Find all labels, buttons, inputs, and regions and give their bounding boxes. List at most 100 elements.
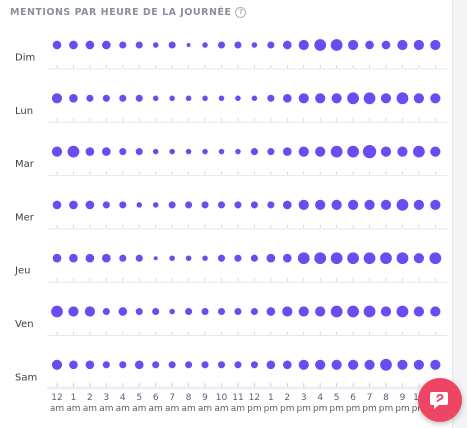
x-tick-hour: 6 xyxy=(350,393,356,403)
dot-lun-3am xyxy=(102,94,110,102)
dot-jeu-10pm xyxy=(413,253,424,264)
dot-ven-4pm xyxy=(315,306,326,317)
scrollbar-track[interactable] xyxy=(452,0,467,428)
dot-mar-2am xyxy=(85,147,95,156)
dot-jeu-5pm xyxy=(330,252,343,265)
dot-dim-1am xyxy=(69,40,78,50)
dot-dim-4am xyxy=(119,41,127,49)
dot-dim-8pm xyxy=(381,40,391,50)
dot-mar-6am xyxy=(152,148,159,155)
dot-sam-1am xyxy=(69,360,78,370)
dot-sam-4pm xyxy=(315,359,326,370)
dot-ven-8am xyxy=(185,307,193,316)
dot-mer-2pm xyxy=(282,200,292,210)
dot-jeu-9pm xyxy=(396,252,409,265)
x-tick-period: pm xyxy=(313,404,327,414)
dot-sam-6pm xyxy=(348,359,359,370)
dot-mar-4pm xyxy=(315,146,326,157)
dot-sam-11am xyxy=(234,361,242,369)
dot-mar-5pm xyxy=(330,145,343,158)
dot-lun-1am xyxy=(69,93,78,103)
dot-ven-9pm xyxy=(396,305,409,318)
dot-ven-9am xyxy=(201,307,209,316)
dot-mer-7pm xyxy=(364,199,375,210)
x-tick-period: pm xyxy=(280,404,294,414)
dot-mer-1am xyxy=(69,200,78,210)
dot-sam-11pm xyxy=(430,359,441,370)
dot-jeu-7am xyxy=(169,255,175,261)
dot-jeu-2pm xyxy=(282,253,292,263)
dot-ven-5pm xyxy=(330,305,343,318)
dot-sam-7am xyxy=(168,361,176,369)
dot-mer-2am xyxy=(85,200,95,210)
dot-mer-5pm xyxy=(331,199,342,210)
mentions-heatmap: DimLunMarMerJeuVenSam12am1am2am3am4am5am… xyxy=(14,39,447,414)
x-tick-hour: 1 xyxy=(268,393,274,403)
dot-sam-9am xyxy=(201,361,209,369)
dot-mer-11am xyxy=(234,201,242,209)
x-tick-period: am xyxy=(132,404,146,414)
dot-sam-2am xyxy=(85,360,95,370)
dot-lun-10am xyxy=(218,95,225,102)
dot-dim-12pm xyxy=(251,42,258,48)
dot-lun-4am xyxy=(119,94,127,102)
x-tick-hour: 12 xyxy=(51,393,62,403)
x-tick-period: pm xyxy=(247,404,261,414)
x-tick-hour: 3 xyxy=(301,393,307,403)
dot-jeu-1pm xyxy=(266,253,276,263)
dot-sam-9pm xyxy=(397,359,408,370)
dot-jeu-11am xyxy=(234,254,242,262)
x-tick-hour: 12 xyxy=(249,393,260,403)
row-label-ven: Ven xyxy=(15,319,34,330)
dot-jeu-3pm xyxy=(297,252,310,265)
x-tick-hour: 5 xyxy=(334,393,340,403)
dot-sam-10am xyxy=(217,361,226,369)
dot-dim-10am xyxy=(217,41,226,49)
dot-jeu-2am xyxy=(85,253,95,263)
dot-dim-4pm xyxy=(314,39,327,51)
dot-jeu-12pm xyxy=(250,254,258,262)
x-tick-hour: 4 xyxy=(317,393,323,403)
dot-jeu-12am xyxy=(52,253,62,263)
dot-mer-9pm xyxy=(396,199,409,211)
x-tick-hour: 7 xyxy=(169,393,175,403)
dot-dim-9pm xyxy=(397,39,408,51)
dot-ven-8pm xyxy=(380,306,392,317)
dot-ven-3pm xyxy=(298,306,309,317)
dot-mar-9am xyxy=(202,148,208,155)
dot-ven-2pm xyxy=(282,306,293,317)
dot-ven-12pm xyxy=(250,307,258,316)
dot-lun-6pm xyxy=(347,92,359,105)
dot-mar-10pm xyxy=(413,145,425,158)
x-tick-period: pm xyxy=(297,404,311,414)
dot-dim-11pm xyxy=(430,39,441,51)
dot-ven-7pm xyxy=(363,305,376,318)
help-icon[interactable]: ? xyxy=(235,6,247,18)
dot-sam-3am xyxy=(102,361,110,369)
x-tick-period: pm xyxy=(395,404,409,414)
dot-dim-10pm xyxy=(413,39,424,51)
x-tick-hour: 8 xyxy=(383,393,389,403)
dot-ven-10pm xyxy=(413,306,424,317)
x-tick-period: am xyxy=(231,404,245,414)
x-tick-period: am xyxy=(99,404,113,414)
dot-ven-11am xyxy=(234,307,242,316)
dot-mer-12am xyxy=(52,200,62,210)
dot-sam-8pm xyxy=(380,358,392,371)
dot-mer-8am xyxy=(185,201,193,209)
x-tick-hour: 10 xyxy=(216,393,228,403)
x-tick-period: am xyxy=(181,404,195,414)
x-tick-period: pm xyxy=(362,404,376,414)
dot-dim-2am xyxy=(85,40,95,50)
dot-lun-6am xyxy=(152,95,159,102)
dot-lun-3pm xyxy=(298,93,309,104)
dot-jeu-9am xyxy=(202,255,208,261)
dot-jeu-4pm xyxy=(314,252,327,265)
x-tick-hour: 9 xyxy=(400,393,406,403)
dot-mar-6pm xyxy=(347,145,359,158)
dot-mer-7am xyxy=(168,201,176,209)
dot-lun-8am xyxy=(185,95,192,102)
dot-dim-6am xyxy=(152,42,159,48)
chat-button[interactable] xyxy=(418,378,462,422)
x-tick-period: am xyxy=(116,404,130,414)
